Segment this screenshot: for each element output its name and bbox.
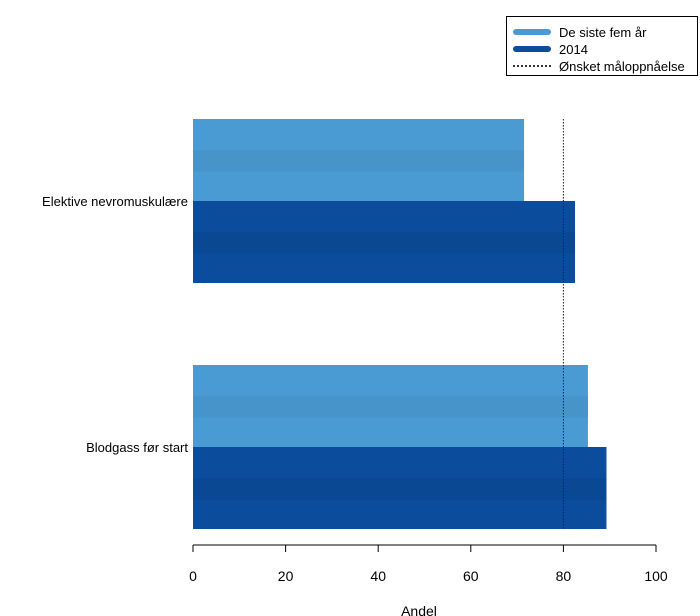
x-tick-label-1: 20 [278, 568, 294, 584]
legend: De siste fem år 2014 Ønsket måloppnåelse [506, 16, 698, 76]
x-tick-label-3: 60 [463, 568, 479, 584]
legend-label-2014: 2014 [559, 41, 588, 57]
x-tick-label-5: 100 [644, 568, 668, 584]
legend-dotted-line [513, 65, 551, 67]
x-tick-label-4: 80 [556, 568, 572, 584]
legend-label-target: Ønsket måloppnåelse [559, 58, 685, 74]
x-axis-label: Andel [401, 603, 437, 616]
legend-label-five-years: De siste fem år [559, 24, 647, 40]
bar-band-five-years-0 [193, 150, 525, 172]
bar-band-2014-0 [193, 232, 575, 254]
legend-swatch-2014 [513, 46, 551, 52]
category-label-1: Blodgass før start [86, 440, 188, 455]
category-label-0: Elektive nevromuskulære [42, 194, 188, 209]
x-tick-label-0: 0 [189, 568, 197, 584]
x-tick-label-2: 40 [370, 568, 386, 584]
legend-item-2014: 2014 [513, 41, 588, 57]
bar-band-2014-1 [193, 478, 607, 500]
legend-item-target: Ønsket måloppnåelse [513, 58, 685, 74]
legend-item-five-years: De siste fem år [513, 24, 646, 40]
legend-swatch-five-years [513, 29, 551, 35]
bar-band-five-years-1 [193, 396, 588, 418]
